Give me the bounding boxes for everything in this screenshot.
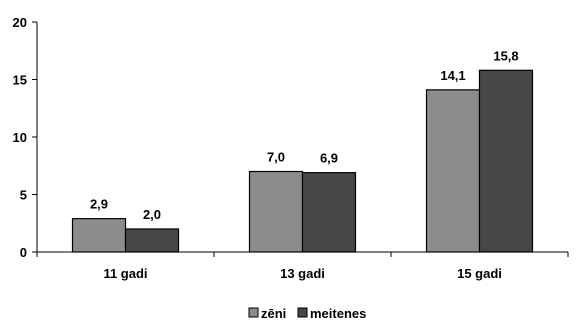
legend-swatch-zeni	[248, 307, 259, 318]
data-label: 2,0	[143, 207, 161, 222]
data-labels: 2,9 2,0 7,0 6,9 14,1 15,8	[90, 48, 519, 222]
legend: zēni meitenes	[248, 306, 366, 321]
legend-label-zeni: zēni	[261, 306, 286, 321]
legend-swatch-meitenes	[297, 307, 308, 318]
data-label: 7,0	[267, 150, 285, 165]
data-label: 15,8	[493, 48, 518, 63]
x-tick-label: 15 gadi	[457, 266, 502, 281]
bar-zeni	[248, 170, 304, 253]
bar-meitenes	[124, 228, 180, 253]
data-label: 14,1	[440, 68, 465, 83]
bar-zeni	[71, 218, 127, 253]
data-label: 2,9	[90, 197, 108, 212]
bar-meitenes	[478, 69, 534, 253]
bar-zeni	[425, 89, 481, 253]
bars	[71, 69, 534, 253]
legend-label-meitenes: meitenes	[310, 306, 366, 321]
y-tick-label: 10	[13, 130, 27, 145]
bar-meitenes	[301, 172, 357, 253]
x-tick-label: 11 gadi	[103, 266, 147, 281]
y-tick-label: 15	[13, 73, 27, 88]
y-tick-label: 0	[20, 245, 27, 260]
data-label: 6,9	[320, 151, 338, 166]
y-tick-label: 5	[20, 188, 27, 203]
x-tick-label: 13 gadi	[280, 266, 325, 281]
y-tick-label: 20	[13, 15, 27, 30]
